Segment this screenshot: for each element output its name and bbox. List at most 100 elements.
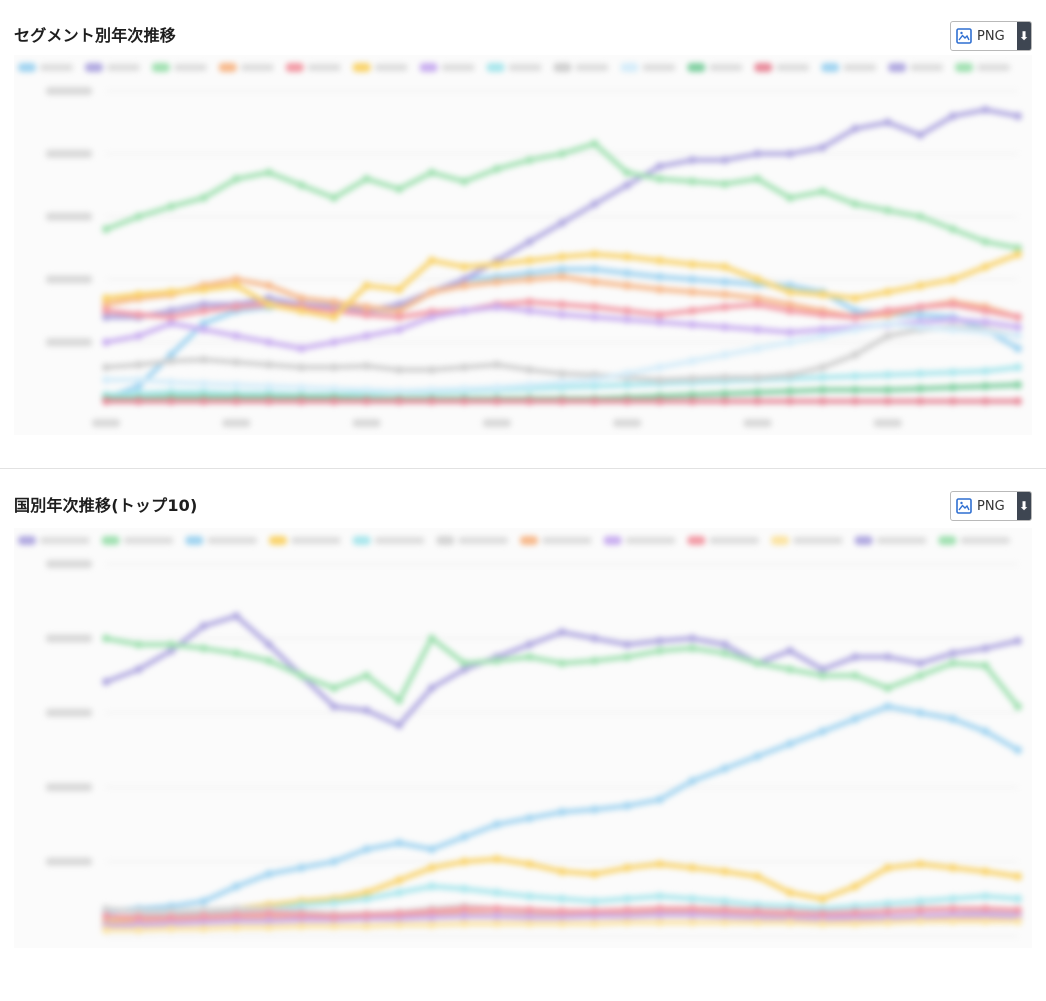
data-point — [786, 918, 794, 927]
data-point — [981, 367, 990, 376]
data-point — [688, 374, 697, 383]
data-point — [818, 290, 827, 299]
legend-swatch — [419, 63, 438, 72]
data-point — [655, 363, 664, 372]
download-arrow-icon: ⬇ — [1017, 22, 1031, 50]
data-point — [623, 918, 632, 927]
data-point — [786, 908, 794, 917]
data-point — [167, 357, 176, 366]
legend-swatch — [101, 536, 120, 545]
data-point — [851, 313, 860, 322]
data-point — [199, 924, 208, 933]
data-point — [883, 306, 892, 315]
data-point — [916, 303, 925, 312]
data-point — [818, 909, 827, 918]
data-point — [525, 919, 534, 928]
data-point — [948, 649, 957, 658]
legend-swatch — [185, 536, 204, 545]
legend-label — [374, 64, 408, 71]
data-point — [818, 331, 827, 340]
data-point — [525, 306, 534, 315]
data-point — [362, 303, 371, 312]
data-point — [232, 275, 241, 284]
data-point — [558, 300, 566, 309]
data-point — [786, 300, 794, 309]
data-point — [948, 325, 957, 334]
legend-label — [291, 537, 341, 544]
data-point — [753, 907, 762, 916]
data-point — [590, 656, 599, 665]
data-point — [981, 262, 990, 271]
data-point — [623, 380, 632, 389]
data-point — [102, 397, 110, 406]
data-point — [720, 303, 729, 312]
data-point — [395, 696, 404, 705]
data-point — [753, 752, 762, 761]
data-point — [851, 908, 860, 917]
data-point — [525, 892, 534, 901]
data-point — [851, 882, 860, 891]
series-line — [103, 635, 1021, 710]
legend-label — [173, 64, 207, 71]
data-point — [558, 907, 566, 916]
data-point — [883, 899, 892, 908]
data-point — [102, 904, 110, 913]
data-point — [199, 306, 208, 315]
data-point — [102, 300, 110, 309]
data-point — [525, 269, 534, 278]
x-tick-label — [92, 419, 120, 427]
data-point — [590, 897, 599, 906]
data-point — [655, 256, 664, 265]
data-point — [883, 370, 892, 379]
data-point — [492, 303, 501, 312]
data-point — [688, 390, 697, 399]
data-point — [330, 898, 338, 907]
data-point — [427, 882, 436, 891]
data-point — [199, 355, 208, 364]
data-point — [558, 149, 566, 158]
data-point — [395, 876, 404, 885]
data-point — [525, 860, 534, 869]
data-point — [688, 397, 697, 406]
data-point — [981, 318, 990, 327]
data-point — [720, 179, 729, 188]
data-point — [818, 727, 827, 736]
country-png-export-button[interactable]: PNG ⬇ — [950, 491, 1032, 521]
data-point — [460, 832, 469, 841]
data-point — [525, 653, 534, 661]
data-point — [851, 124, 860, 133]
data-point — [102, 925, 110, 934]
legend-label — [709, 64, 743, 71]
data-point — [753, 294, 762, 303]
data-point — [525, 905, 534, 914]
country-chart-panel: 国別年次推移(トップ10) PNG ⬇ — [0, 470, 1046, 1001]
data-point — [199, 285, 208, 294]
data-point — [199, 193, 208, 202]
data-point — [720, 350, 729, 359]
data-point — [362, 281, 371, 290]
data-point — [362, 910, 371, 919]
data-point — [264, 382, 273, 391]
data-point — [297, 306, 306, 315]
data-point — [492, 855, 501, 864]
data-point — [460, 384, 469, 393]
data-point — [623, 640, 632, 649]
data-point — [916, 671, 925, 680]
data-point — [330, 912, 338, 921]
data-point — [167, 913, 176, 922]
data-point — [525, 256, 534, 265]
data-point — [948, 368, 957, 377]
data-point — [688, 275, 697, 284]
data-point — [330, 193, 338, 202]
data-point — [558, 369, 566, 378]
data-point — [688, 894, 697, 903]
data-point — [883, 684, 892, 692]
data-point — [460, 275, 469, 284]
data-point — [623, 894, 632, 903]
segment-png-export-button[interactable]: PNG ⬇ — [950, 21, 1032, 51]
data-point — [688, 177, 697, 186]
data-point — [1014, 344, 1022, 353]
legend-label — [542, 537, 592, 544]
data-point — [525, 275, 534, 284]
data-point — [818, 894, 827, 903]
